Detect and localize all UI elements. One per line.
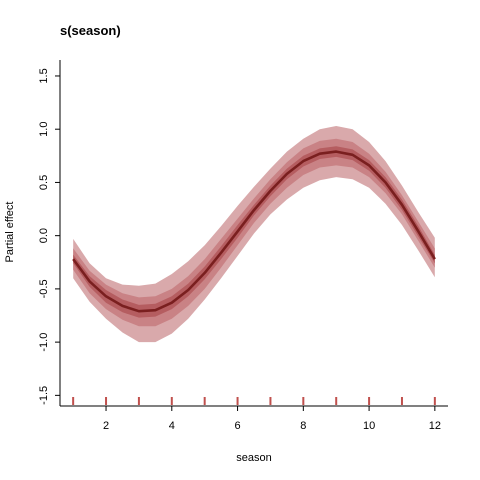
confidence-band-mid (73, 138, 435, 327)
y-tick-label: -0.5 (38, 279, 50, 298)
x-tick-label: 12 (429, 420, 441, 432)
x-tick-label: 6 (234, 420, 240, 432)
x-axis-label: season (236, 452, 271, 464)
y-tick-label: 1.5 (38, 68, 50, 83)
axes: -1.5 -1.0 -0.5 0.0 0.5 1.0 1.5 2 4 6 8 10 12 (38, 60, 448, 432)
y-tick-label: 0.0 (38, 228, 50, 243)
y-axis-label: Partial effect (4, 202, 16, 263)
x-tick-label: 8 (300, 420, 306, 432)
rug-marks (72, 397, 436, 405)
y-tick-label: -1.5 (38, 386, 50, 405)
confidence-bands (73, 126, 435, 343)
smooth-line (72, 150, 436, 313)
y-tick-label: -1.0 (38, 333, 50, 352)
smooth-line-group (72, 150, 436, 313)
x-tick-label: 2 (103, 420, 109, 432)
x-tick-label: 10 (363, 420, 375, 432)
x-tick-label: 4 (169, 420, 175, 432)
y-tick-label: 1.0 (38, 122, 50, 137)
chart-title: s(season) (60, 23, 121, 38)
confidence-band-outer (73, 126, 435, 343)
y-tick-label: 0.5 (38, 175, 50, 190)
confidence-band-inner (73, 146, 435, 318)
